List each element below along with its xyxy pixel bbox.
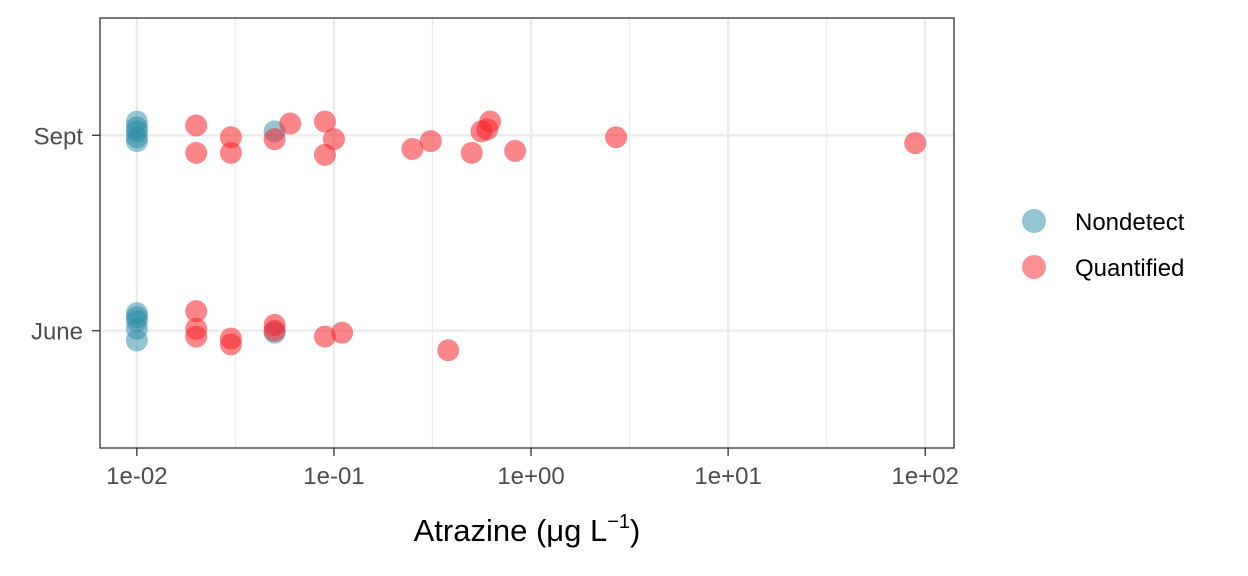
x-tick-label: 1e-01 xyxy=(303,463,364,490)
x-axis-title: Atrazine (μg L−1) xyxy=(414,511,641,548)
data-point xyxy=(125,329,148,352)
panel-background xyxy=(100,18,954,448)
x-axis-title-main: Atrazine (μg L xyxy=(414,513,608,548)
legend-label: Quantified xyxy=(1075,255,1184,282)
data-point xyxy=(185,300,208,323)
x-tick-label: 1e+02 xyxy=(891,463,958,490)
data-point xyxy=(185,325,208,348)
data-point xyxy=(401,137,424,160)
legend: Nondetect Quantified xyxy=(1022,209,1185,282)
data-point xyxy=(185,141,208,164)
data-point xyxy=(219,141,242,164)
y-tick-label: June xyxy=(31,319,83,346)
data-points xyxy=(125,110,927,362)
data-point xyxy=(419,130,442,153)
data-point xyxy=(437,339,460,362)
data-point xyxy=(605,126,628,149)
x-tick-label: 1e+00 xyxy=(497,463,564,490)
grid-lines xyxy=(100,18,954,448)
data-point xyxy=(125,130,148,153)
data-point xyxy=(185,114,208,137)
x-axis-title-close: ) xyxy=(630,513,640,548)
x-tick-label: 1e+01 xyxy=(694,463,761,490)
data-point xyxy=(313,325,336,348)
data-point xyxy=(219,126,242,149)
data-point xyxy=(279,112,302,135)
data-point xyxy=(219,333,242,356)
x-axis-title-superscript: −1 xyxy=(607,511,630,533)
y-tick-label: Sept xyxy=(34,123,84,150)
legend-label: Nondetect xyxy=(1075,209,1185,236)
data-point xyxy=(504,139,527,162)
legend-key xyxy=(1022,255,1046,279)
data-point xyxy=(263,319,286,342)
legend-key xyxy=(1022,209,1046,233)
axes: 1e-02 1e-01 1e+00 1e+01 1e+02 June Sept xyxy=(31,123,959,490)
data-point xyxy=(460,141,483,164)
data-point xyxy=(331,321,354,344)
data-point xyxy=(313,110,336,133)
data-point xyxy=(322,128,345,151)
panel-border xyxy=(99,17,955,449)
data-point xyxy=(263,128,286,151)
data-point xyxy=(479,110,502,133)
x-tick-label: 1e-02 xyxy=(106,463,167,490)
data-point xyxy=(904,132,927,155)
